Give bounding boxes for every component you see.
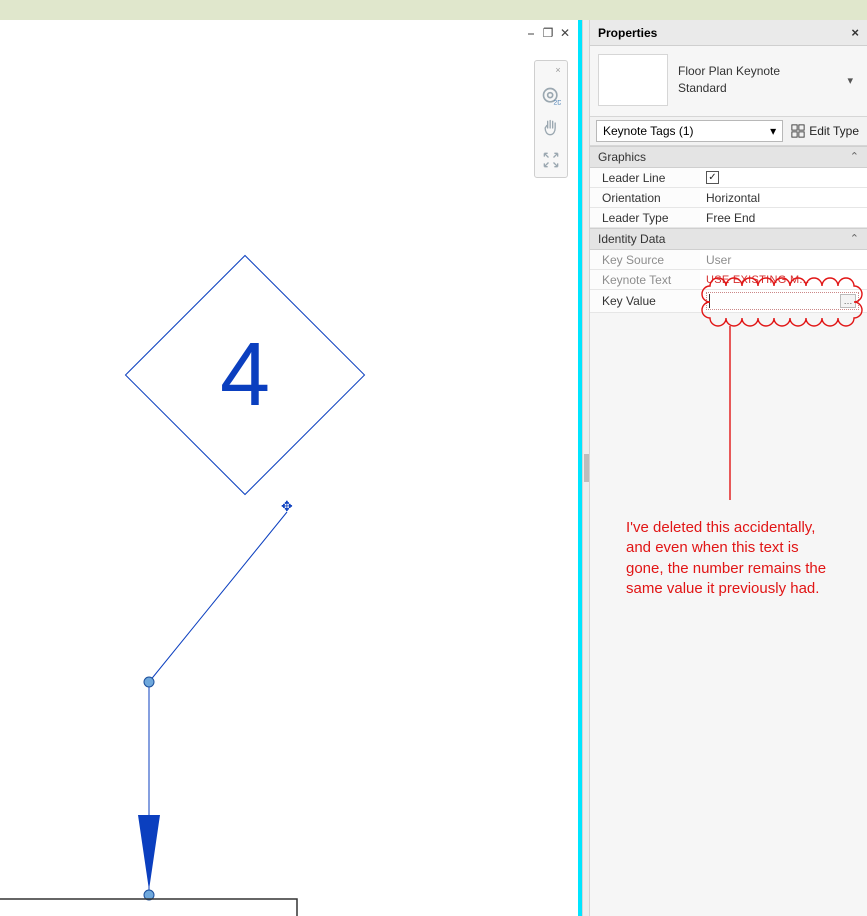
- pan-icon[interactable]: [540, 117, 562, 139]
- close-panel-icon[interactable]: ×: [851, 25, 859, 40]
- keynote-diamond-outline: [125, 255, 365, 495]
- splitter-grip-icon: [584, 454, 589, 482]
- restore-view-icon[interactable]: ❐: [541, 26, 555, 40]
- edit-type-label: Edit Type: [809, 124, 859, 138]
- leader-type-label: Leader Type: [590, 208, 700, 228]
- properties-header: Properties ×: [590, 20, 867, 46]
- key-value-label: Key Value: [590, 290, 700, 313]
- collapse-icon: ⌃: [850, 232, 859, 246]
- identity-heading: Identity Data: [598, 232, 665, 246]
- orientation-value[interactable]: Horizontal: [700, 188, 867, 208]
- leader-graphics: [0, 20, 582, 916]
- type-family-name: Floor Plan Keynote: [678, 63, 837, 80]
- type-selector[interactable]: Floor Plan Keynote Standard ▾: [590, 46, 867, 117]
- keynote-text-value: USE EXISTING M...: [700, 270, 867, 290]
- selection-filter-dropdown[interactable]: Keynote Tags (1) ▾: [596, 120, 783, 142]
- graphics-properties: Leader Line ✓ Orientation Horizontal Lea…: [590, 168, 867, 228]
- edit-type-button[interactable]: Edit Type: [789, 124, 861, 138]
- edit-type-icon: [791, 124, 805, 138]
- type-type-name: Standard: [678, 80, 837, 97]
- type-label: Floor Plan Keynote Standard: [678, 63, 837, 97]
- title-bar-strip: [0, 0, 867, 20]
- minimize-view-icon[interactable]: ⎯: [524, 26, 538, 40]
- panel-splitter[interactable]: [582, 20, 590, 916]
- drawing-canvas[interactable]: ⎯ ❐ ✕ × 2D 4 ✥: [0, 20, 582, 916]
- properties-title: Properties: [598, 26, 657, 40]
- view-window-controls: ⎯ ❐ ✕: [524, 26, 572, 40]
- keynote-tag[interactable]: 4: [160, 290, 330, 460]
- identity-properties: Key Source User Keynote Text USE EXISTIN…: [590, 250, 867, 313]
- leader-line-checkbox[interactable]: ✓: [706, 171, 719, 184]
- orientation-label: Orientation: [590, 188, 700, 208]
- annotation-text: I've deleted this accidentally, and even…: [626, 518, 836, 599]
- chevron-down-icon: ▾: [770, 124, 776, 138]
- steering-wheel-icon[interactable]: 2D: [540, 85, 562, 107]
- key-value-browse-button[interactable]: …: [840, 294, 856, 308]
- leader-line-label: Leader Line: [590, 168, 700, 188]
- move-grip-icon[interactable]: ✥: [281, 498, 293, 515]
- nav-close-icon[interactable]: ×: [553, 65, 563, 75]
- type-preview-thumb: [598, 54, 668, 106]
- key-value-input-wrap[interactable]: …: [706, 292, 859, 310]
- nav-mode-label: 2D: [554, 99, 562, 106]
- properties-panel: Properties × Floor Plan Keynote Standard…: [590, 20, 867, 916]
- key-value-cell[interactable]: …: [700, 290, 867, 313]
- graphics-heading: Graphics: [598, 150, 646, 164]
- leader-line-value[interactable]: ✓: [700, 168, 867, 188]
- collapse-icon: ⌃: [850, 150, 859, 164]
- key-source-label: Key Source: [590, 250, 700, 270]
- main-layout: ⎯ ❐ ✕ × 2D 4 ✥: [0, 20, 867, 916]
- navigation-toolbar: × 2D: [534, 60, 568, 178]
- selection-filter-label: Keynote Tags (1): [603, 124, 694, 138]
- zoom-icon[interactable]: [540, 149, 562, 171]
- leader-type-value[interactable]: Free End: [700, 208, 867, 228]
- selection-filter-row: Keynote Tags (1) ▾ Edit Type: [590, 117, 867, 146]
- key-source-value: User: [700, 250, 867, 270]
- close-view-icon[interactable]: ✕: [558, 26, 572, 40]
- graphics-section-header[interactable]: Graphics ⌃: [590, 146, 867, 168]
- key-value-input[interactable]: [709, 294, 840, 308]
- identity-section-header[interactable]: Identity Data ⌃: [590, 228, 867, 250]
- keynote-text-string: USE EXISTING M...: [706, 274, 810, 286]
- keynote-text-label: Keynote Text: [590, 270, 700, 290]
- type-dropdown-icon[interactable]: ▾: [847, 74, 857, 87]
